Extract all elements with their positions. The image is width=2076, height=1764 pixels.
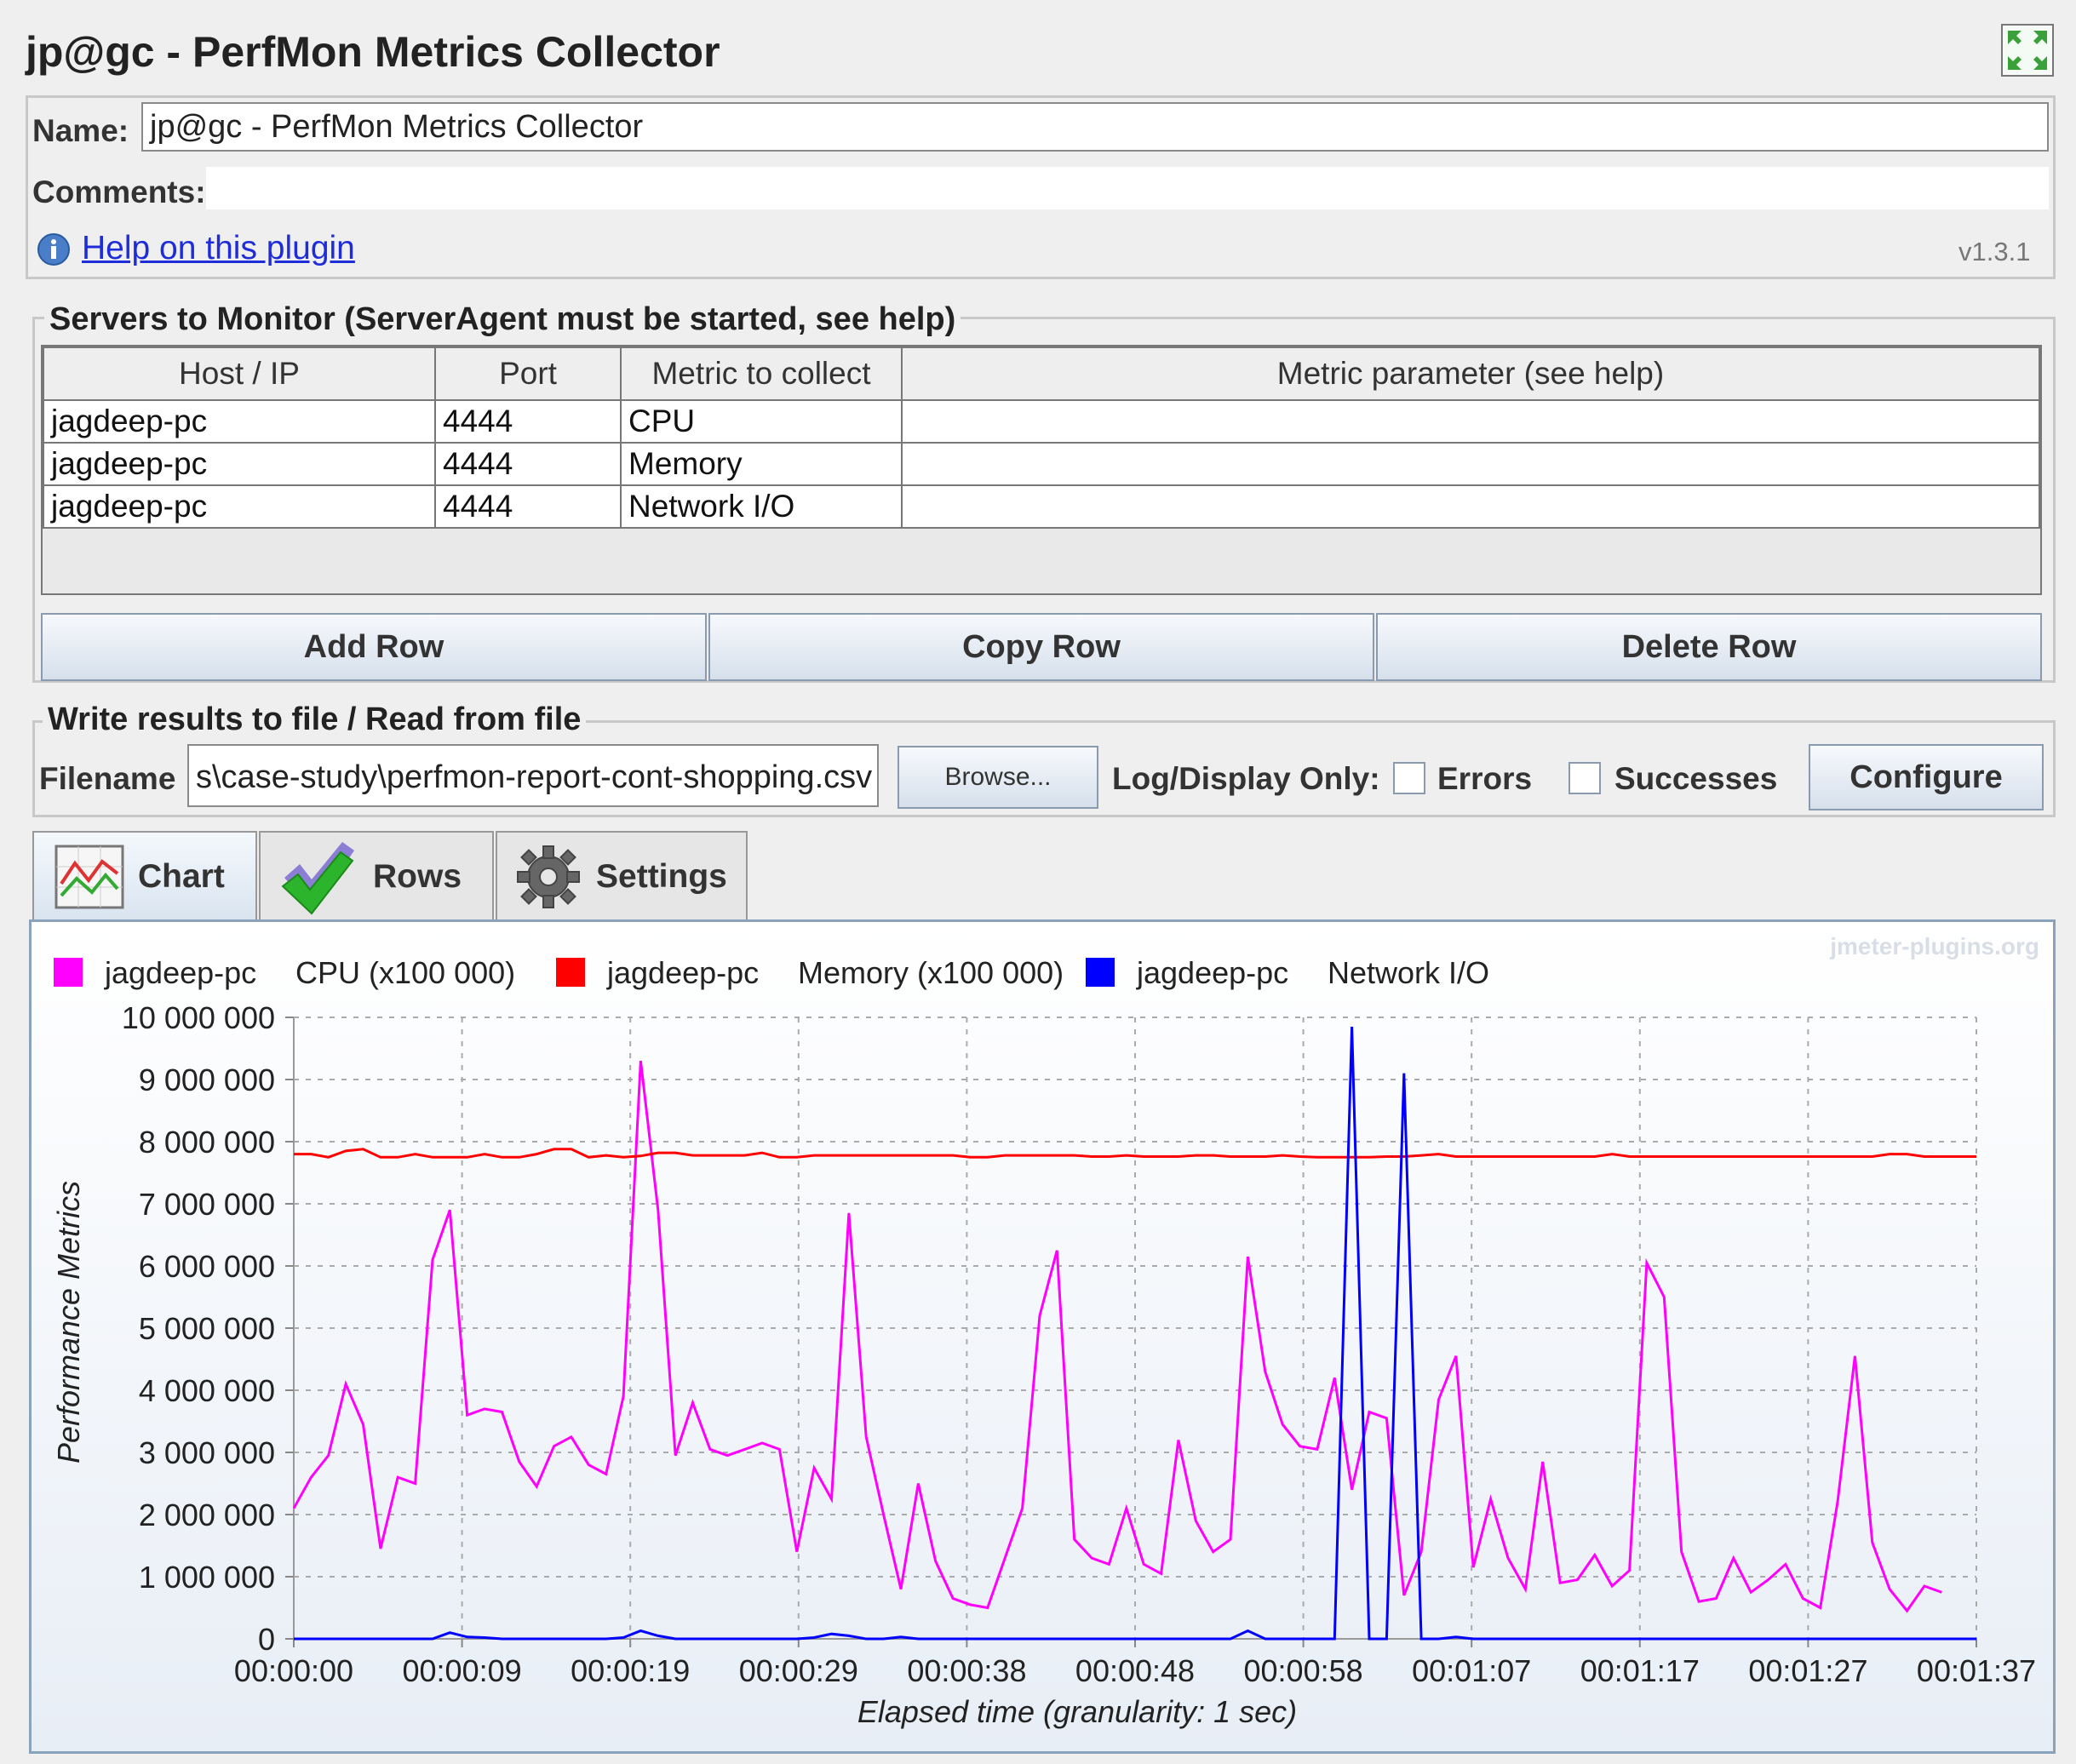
legend-swatch xyxy=(556,958,585,987)
host-cell[interactable]: jagdeep-pc xyxy=(43,442,436,486)
legend-swatch xyxy=(54,958,83,987)
y-tick-label: 5 000 000 xyxy=(139,1311,275,1346)
servers-table-container: Host / IP Port Metric to collect Metric … xyxy=(41,345,2042,595)
x-tick-label: 00:01:27 xyxy=(1748,1653,1867,1688)
maximize-icon[interactable] xyxy=(2001,24,2054,77)
y-tick-label: 10 000 000 xyxy=(122,1000,275,1035)
errors-label: Errors xyxy=(1437,761,1533,796)
x-tick-label: 00:00:09 xyxy=(403,1653,522,1688)
tab-rows-label: Rows xyxy=(373,858,462,895)
y-tick-label: 7 000 000 xyxy=(139,1187,275,1222)
copy-row-button[interactable]: Copy Row xyxy=(708,613,1374,681)
tab-rows[interactable]: Rows xyxy=(259,831,494,921)
successes-checkbox[interactable] xyxy=(1568,762,1601,794)
add-row-button[interactable]: Add Row xyxy=(41,613,707,681)
x-tick-label: 00:00:58 xyxy=(1244,1653,1363,1688)
port-cell[interactable]: 4444 xyxy=(434,442,622,486)
y-tick-label: 1 000 000 xyxy=(139,1560,275,1595)
chart-series xyxy=(292,1026,1976,1641)
y-tick-label: 4 000 000 xyxy=(139,1373,275,1408)
perfmon-chart: jmeter-plugins.org jagdeep-pc CPU (x100 0… xyxy=(32,922,2053,1751)
legend-series-name: jagdeep-pc xyxy=(104,955,256,990)
gear-icon xyxy=(517,845,580,908)
comments-field[interactable] xyxy=(206,167,2049,209)
x-tick-label: 00:00:48 xyxy=(1075,1653,1195,1688)
log-display-label: Log/Display Only: xyxy=(1112,761,1380,796)
x-axis-ticks: 00:00:00 00:00:09 00:00:19 00:00:29 00:00:38… xyxy=(234,1639,2036,1688)
tab-settings[interactable]: Settings xyxy=(496,831,748,921)
filename-label: Filename xyxy=(39,761,176,796)
parameter-cell[interactable] xyxy=(901,399,2040,444)
y-tick-label: 9 000 000 xyxy=(139,1062,275,1097)
y-tick-label: 0 xyxy=(258,1622,275,1657)
series-line-1 xyxy=(292,1060,1942,1613)
info-icon xyxy=(36,232,72,267)
y-axis-ticks: 0 1 000 000 2 000 000 3 000 000 4 000 000 5 0… xyxy=(122,1000,294,1657)
metric-cell[interactable]: Network I/O xyxy=(620,484,903,529)
servers-table: Host / IP Port Metric to collect Metric … xyxy=(43,346,2040,529)
servers-group xyxy=(32,317,2056,683)
y-tick-label: 8 000 000 xyxy=(139,1125,275,1160)
legend-series-metric: Memory (x100 000) xyxy=(798,955,1064,990)
chart-legend: jagdeep-pc CPU (x100 000) jagdeep-pc Memory… xyxy=(54,955,1489,990)
file-group xyxy=(32,720,2056,817)
errors-checkbox[interactable] xyxy=(1393,762,1425,794)
help-link[interactable]: Help on this plugin xyxy=(82,230,355,266)
series-line-3 xyxy=(294,1026,1976,1641)
y-tick-label: 2 000 000 xyxy=(139,1498,275,1532)
x-tick-label: 00:01:17 xyxy=(1580,1653,1700,1688)
chart-icon xyxy=(54,845,124,909)
x-tick-label: 00:00:19 xyxy=(571,1653,690,1688)
column-port[interactable]: Port xyxy=(434,346,622,401)
configure-button[interactable]: Configure xyxy=(1809,744,2044,810)
servers-group-title: Servers to Monitor (ServerAgent must be … xyxy=(44,301,961,338)
y-tick-label: 6 000 000 xyxy=(139,1249,275,1284)
x-tick-label: 00:00:29 xyxy=(739,1653,858,1688)
successes-label: Successes xyxy=(1614,761,1778,796)
filename-field[interactable]: s\case-study\perfmon-report-cont-shoppin… xyxy=(187,744,879,807)
x-tick-label: 00:00:38 xyxy=(907,1653,1026,1688)
legend-series-name: jagdeep-pc xyxy=(1136,955,1288,990)
host-cell[interactable]: jagdeep-pc xyxy=(43,399,436,444)
tab-chart[interactable]: Chart xyxy=(32,831,257,921)
table-row[interactable]: jagdeep-pc 4444 Network I/O xyxy=(43,484,2040,529)
version-label: v1.3.1 xyxy=(1958,237,2031,266)
column-host[interactable]: Host / IP xyxy=(43,346,436,401)
x-axis-label: Elapsed time (granularity: 1 sec) xyxy=(857,1694,1297,1729)
name-label: Name: xyxy=(32,113,129,148)
file-group-title: Write results to file / Read from file xyxy=(43,702,587,738)
legend-swatch xyxy=(1086,958,1115,987)
y-axis-label: Performance Metrics xyxy=(51,1181,86,1463)
chart-panel: jmeter-plugins.org jagdeep-pc CPU (x100 0… xyxy=(29,919,2056,1754)
legend-series-metric: CPU (x100 000) xyxy=(295,955,515,990)
column-metric-parameter[interactable]: Metric parameter (see help) xyxy=(901,346,2040,401)
port-cell[interactable]: 4444 xyxy=(434,484,622,529)
legend-series-metric: Network I/O xyxy=(1328,955,1489,990)
table-row[interactable]: jagdeep-pc 4444 CPU xyxy=(43,399,2040,444)
parameter-cell[interactable] xyxy=(901,484,2040,529)
tab-chart-label: Chart xyxy=(138,858,225,895)
metric-cell[interactable]: Memory xyxy=(620,442,903,486)
legend-series-name: jagdeep-pc xyxy=(606,955,759,990)
name-field[interactable]: jp@gc - PerfMon Metrics Collector xyxy=(141,102,2049,152)
column-metric[interactable]: Metric to collect xyxy=(620,346,903,401)
delete-row-button[interactable]: Delete Row xyxy=(1376,613,2042,681)
metric-cell[interactable]: CPU xyxy=(620,399,903,444)
browse-button[interactable]: Browse... xyxy=(897,746,1098,809)
watermark: jmeter-plugins.org xyxy=(1829,933,2039,959)
comments-label: Comments: xyxy=(32,175,206,209)
series-line-2 xyxy=(294,1148,1976,1159)
port-cell[interactable]: 4444 xyxy=(434,399,622,444)
host-cell[interactable]: jagdeep-pc xyxy=(43,484,436,529)
name-comments-panel xyxy=(26,95,2056,279)
parameter-cell[interactable] xyxy=(901,442,2040,486)
table-row[interactable]: jagdeep-pc 4444 Memory xyxy=(43,442,2040,486)
y-tick-label: 3 000 000 xyxy=(139,1435,275,1470)
x-tick-label: 00:01:37 xyxy=(1917,1653,2036,1688)
window-title: jp@gc - PerfMon Metrics Collector xyxy=(26,28,720,76)
x-tick-label: 00:01:07 xyxy=(1412,1653,1531,1688)
x-tick-label: 00:00:00 xyxy=(234,1653,353,1688)
tab-settings-label: Settings xyxy=(596,858,727,895)
checkmark-icon xyxy=(281,842,354,915)
